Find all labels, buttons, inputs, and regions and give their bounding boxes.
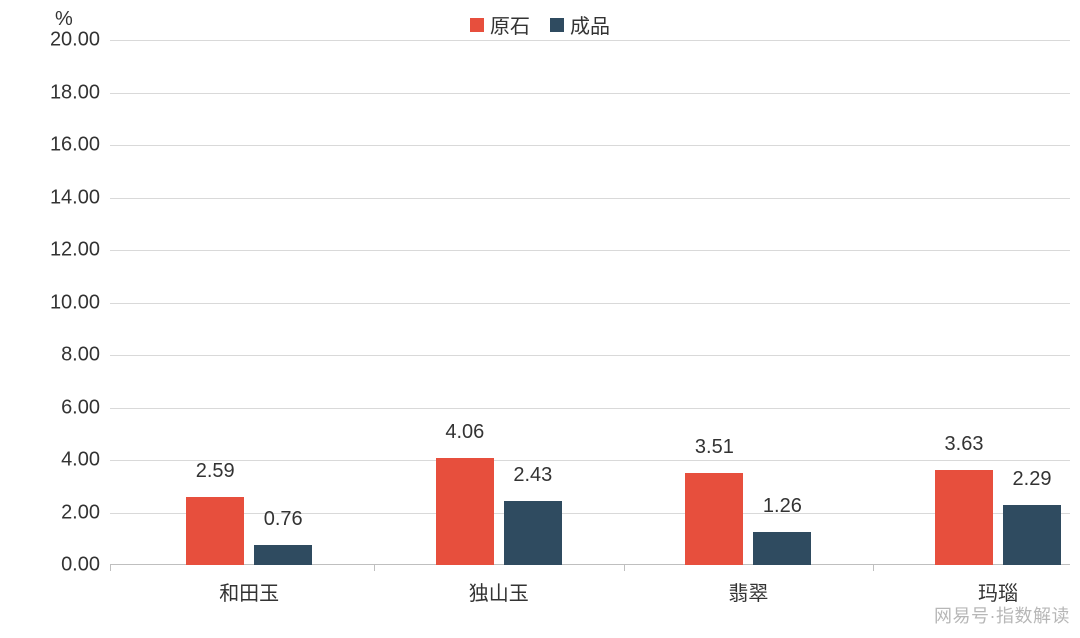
gridline [110, 460, 1070, 461]
legend-label: 成品 [570, 10, 610, 39]
y-tick-label: 6.00 [40, 396, 100, 419]
bar [753, 532, 811, 565]
y-tick-label: 20.00 [40, 29, 100, 52]
bar-value-label: 0.76 [264, 508, 303, 531]
bar-value-label: 3.63 [945, 433, 984, 456]
gridline [110, 513, 1070, 514]
gridline [110, 408, 1070, 409]
y-tick-label: 8.00 [40, 344, 100, 367]
y-tick-label: 14.00 [40, 186, 100, 209]
legend-item: 原石 [470, 10, 530, 39]
bar [436, 458, 494, 565]
x-tick-mark [110, 565, 111, 571]
legend-label: 原石 [490, 10, 530, 39]
chart-container: 原石成品 % 0.002.004.006.008.0010.0012.0014.… [0, 0, 1080, 638]
y-tick-label: 18.00 [40, 81, 100, 104]
x-tick-mark [873, 565, 874, 571]
bar [1003, 505, 1061, 565]
y-tick-label: 4.00 [40, 449, 100, 472]
bar-value-label: 1.26 [763, 495, 802, 518]
x-tick-label: 翡翠 [728, 577, 768, 606]
legend: 原石 成品 [470, 10, 610, 39]
legend-item: 成品 [550, 10, 610, 39]
y-tick-label: 12.00 [40, 239, 100, 262]
y-tick-label: 16.00 [40, 134, 100, 157]
gridline [110, 303, 1070, 304]
x-tick-label: 独山玉 [469, 577, 529, 606]
x-tick-mark [374, 565, 375, 571]
watermark: 网易号·指数解读 [934, 602, 1070, 628]
gridline [110, 355, 1070, 356]
x-tick-label: 和田玉 [219, 577, 279, 606]
gridline [110, 198, 1070, 199]
x-tick-mark [624, 565, 625, 571]
bar-value-label: 3.51 [695, 436, 734, 459]
plot-area: 0.002.004.006.008.0010.0012.0014.0016.00… [110, 40, 1070, 565]
bar-value-label: 2.43 [513, 464, 552, 487]
legend-swatch [550, 18, 564, 32]
bar [504, 501, 562, 565]
bar [186, 497, 244, 565]
bar [685, 473, 743, 565]
legend-swatch [470, 18, 484, 32]
gridline [110, 40, 1070, 41]
gridline [110, 250, 1070, 251]
bar-value-label: 4.06 [445, 421, 484, 444]
bar [935, 470, 993, 565]
bar [254, 545, 312, 565]
gridline [110, 93, 1070, 94]
bar-value-label: 2.59 [196, 460, 235, 483]
y-tick-label: 0.00 [40, 554, 100, 577]
gridline [110, 145, 1070, 146]
y-tick-label: 10.00 [40, 291, 100, 314]
y-tick-label: 2.00 [40, 501, 100, 524]
bar-value-label: 2.29 [1013, 468, 1052, 491]
